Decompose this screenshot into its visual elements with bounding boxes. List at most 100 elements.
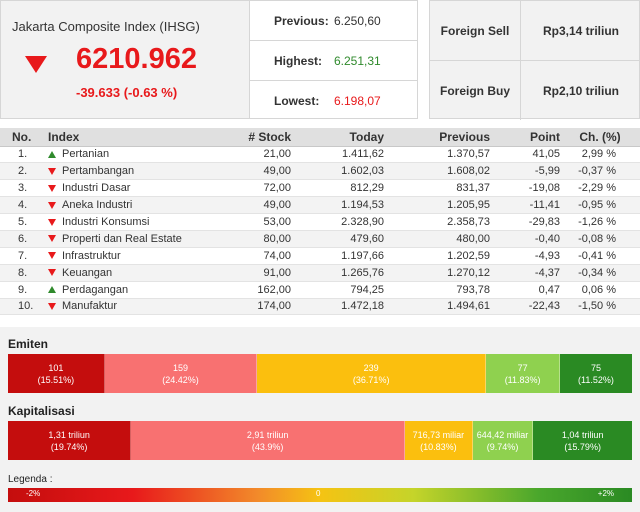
row-no: 1.	[0, 146, 42, 164]
foreign-buy-label: Foreign Buy	[430, 61, 521, 120]
col-header-change: Ch. (%)	[560, 128, 640, 147]
col-header-previous: Previous	[384, 128, 490, 147]
row-no: 3.	[0, 179, 42, 198]
row-index-label: Keuangan	[62, 266, 113, 279]
row-index-name: Industri Dasar	[42, 179, 230, 198]
foreign-sell-value: Rp3,14 triliun	[542, 23, 619, 38]
row-previous: 1.494,61	[384, 298, 490, 316]
segment-percent: (15.79%)	[564, 441, 601, 452]
row-index-label: Aneka Industri	[62, 199, 133, 212]
stat-highest: Highest: 6.251,31	[250, 41, 418, 81]
segment-percent: (19.74%)	[50, 441, 88, 452]
row-today: 479,60	[291, 230, 384, 248]
row-stock: 174,00	[230, 298, 291, 316]
row-change: -0,95 %	[560, 196, 640, 215]
kapitalisasi-segment: 716,73 miliar (10.83%)	[405, 421, 473, 460]
stat-highest-value: 6.251,31	[334, 54, 381, 68]
emiten-segment: 75 (11.52%)	[560, 354, 632, 393]
row-change: -1,50 %	[560, 298, 640, 316]
row-point: -19,08	[490, 179, 560, 198]
triangle-down-icon	[48, 235, 56, 243]
foreign-flow-panel: Foreign Sell Rp3,14 triliun Foreign Buy …	[429, 0, 640, 120]
legend-max: +2%	[597, 489, 614, 498]
col-header-point: Point	[490, 128, 560, 147]
row-change: 0,06 %	[560, 281, 640, 299]
row-previous: 1.205,95	[384, 196, 490, 215]
row-no: 4.	[0, 196, 42, 215]
kapitalisasi-segment: 2,91 triliun (43.9%)	[131, 421, 406, 460]
segment-value: 101	[48, 362, 64, 373]
row-today: 794,25	[291, 281, 384, 299]
table-row: 9. Perdagangan 162,00 794,25 793,78 0,47 0,06 …	[0, 281, 640, 299]
row-change: -0,37 %	[560, 162, 640, 181]
segment-percent: (24.42%)	[162, 374, 199, 385]
row-today: 1.472,18	[291, 298, 384, 316]
table-row: 8. Keuangan 91,00 1.265,76 1.270,12 -4,37 -0,3…	[0, 264, 640, 282]
row-stock: 162,00	[230, 281, 291, 299]
legend-gradient-bar: -2% 0 +2%	[8, 488, 632, 502]
emiten-title: Emiten	[8, 337, 49, 351]
stat-lowest-label: Lowest:	[274, 94, 320, 108]
row-point: -5,99	[490, 162, 560, 181]
row-point: -4,37	[490, 264, 560, 282]
row-index-name: Aneka Industri	[42, 196, 230, 215]
row-stock: 49,00	[230, 196, 291, 215]
emiten-segment: 77 (11.83%)	[486, 354, 561, 393]
triangle-down-icon	[48, 303, 56, 311]
row-stock: 49,00	[230, 162, 291, 181]
index-stats-panel: Previous: 6.250,60 Highest: 6.251,31 Low…	[250, 0, 418, 119]
row-change: -0,08 %	[560, 230, 640, 248]
index-value: 6210.962	[76, 43, 197, 75]
triangle-down-icon	[48, 184, 56, 192]
emiten-segment: 239 (36.71%)	[257, 354, 487, 393]
table-row: 5. Industri Konsumsi 53,00 2.328,90 2.358,73…	[0, 213, 640, 231]
row-index-name: Infrastruktur	[42, 247, 230, 265]
row-point: -4,93	[490, 247, 560, 265]
foreign-buy-value: Rp2,10 triliun	[542, 83, 619, 98]
row-stock: 72,00	[230, 179, 291, 198]
row-today: 1.602,03	[291, 162, 384, 181]
row-previous: 1.270,12	[384, 264, 490, 282]
kapitalisasi-segment: 1,31 triliun (19.74%)	[8, 421, 132, 460]
table-row: 7. Infrastruktur 74,00 1.197,66 1.202,59 -4,9…	[0, 247, 640, 265]
segment-value: 716,73 miliar	[412, 429, 465, 440]
row-change: 2,99 %	[560, 146, 640, 164]
row-no: 5.	[0, 213, 42, 231]
triangle-down-icon	[25, 56, 47, 73]
stat-previous-label: Previous:	[274, 14, 329, 28]
table-row: 2. Pertambangan 49,00 1.602,03 1.608,02 -5,99…	[0, 162, 640, 181]
triangle-down-icon	[48, 252, 56, 260]
segment-percent: (15.51%)	[37, 374, 75, 385]
stat-lowest-value: 6.198,07	[334, 94, 381, 108]
row-index-name: Pertanian	[42, 146, 230, 164]
row-no: 9.	[0, 281, 42, 299]
segment-value: 77	[517, 362, 528, 373]
segment-value: 644,42 miliar	[476, 429, 529, 440]
row-index-name: Perdagangan	[42, 281, 230, 299]
row-point: 0,47	[490, 281, 560, 299]
segment-percent: (11.83%)	[504, 374, 541, 385]
segment-percent: (43.9%)	[251, 441, 284, 452]
stat-highest-label: Highest:	[274, 54, 322, 68]
row-index-name: Industri Konsumsi	[42, 213, 230, 231]
segment-percent: (10.83%)	[420, 441, 457, 452]
segment-value: 1,31 triliun	[48, 429, 90, 440]
row-no: 6.	[0, 230, 42, 248]
foreign-sell-row: Foreign Sell Rp3,14 triliun	[430, 1, 640, 60]
row-stock: 53,00	[230, 213, 291, 231]
sector-index-table: No. Index # Stock Today Previous Point C…	[0, 128, 640, 316]
row-today: 812,29	[291, 179, 384, 198]
triangle-down-icon	[48, 201, 56, 209]
row-previous: 1.608,02	[384, 162, 490, 181]
index-summary-panel: Jakarta Composite Index (IHSG) 6210.962 …	[0, 0, 250, 119]
row-stock: 74,00	[230, 247, 291, 265]
row-no: 2.	[0, 162, 42, 181]
row-change: -1,26 %	[560, 213, 640, 231]
triangle-down-icon	[48, 218, 56, 226]
triangle-down-icon	[48, 167, 56, 175]
legend-min: -2%	[26, 489, 41, 498]
table-row: 6. Properti dan Real Estate 80,00 479,60 480…	[0, 230, 640, 248]
segment-value: 1,04 triliun	[561, 429, 604, 440]
emiten-segment: 101 (15.51%)	[8, 354, 105, 393]
row-no: 10.	[0, 298, 42, 316]
